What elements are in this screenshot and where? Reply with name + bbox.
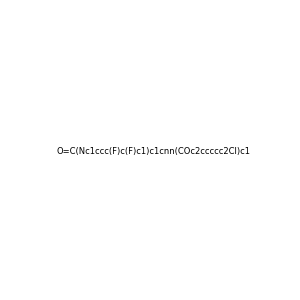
Text: O=C(Nc1ccc(F)c(F)c1)c1cnn(COc2ccccc2Cl)c1: O=C(Nc1ccc(F)c(F)c1)c1cnn(COc2ccccc2Cl)c… — [57, 147, 251, 156]
